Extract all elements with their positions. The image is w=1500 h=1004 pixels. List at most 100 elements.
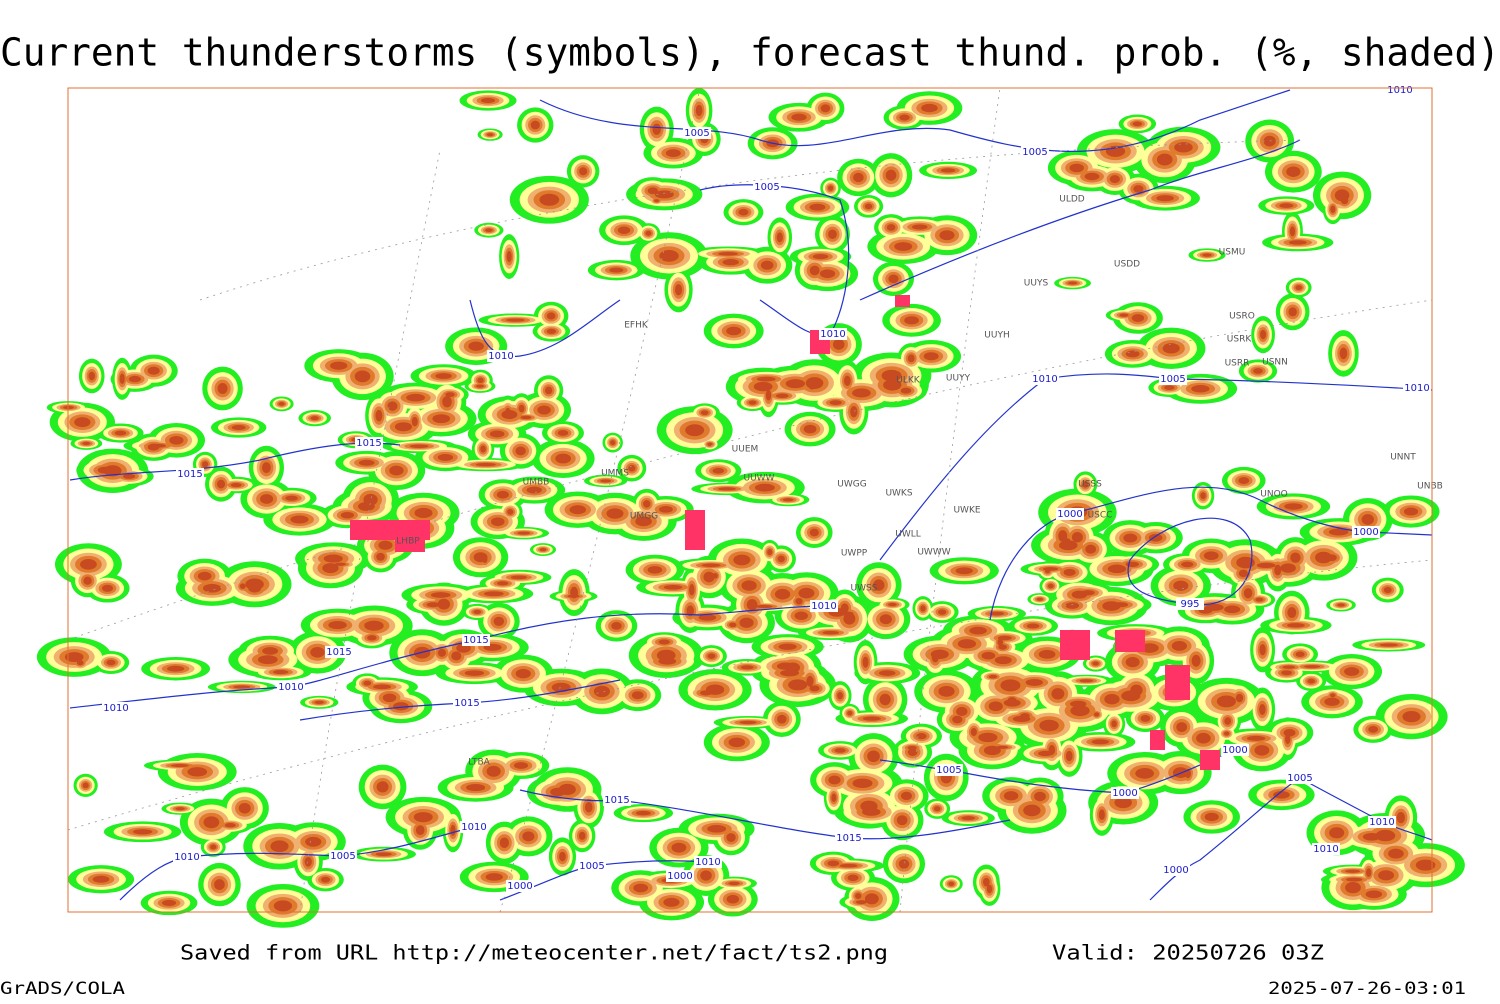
isobar <box>1127 517 1253 606</box>
shade-blob <box>435 373 452 379</box>
shade-blob <box>214 879 225 891</box>
isobar-label: 1000 <box>1112 788 1137 799</box>
isobar-label: 1000 <box>507 881 532 892</box>
station-code: UWKE <box>953 506 980 516</box>
station-code: UWLL <box>895 530 921 540</box>
shade-blob <box>1334 189 1350 202</box>
shade-blob <box>1092 661 1099 666</box>
shade-blob <box>496 490 509 499</box>
shade-blob <box>728 737 746 748</box>
station-code: ULDD <box>1059 195 1085 205</box>
shade-blob <box>791 113 807 121</box>
shade-blob <box>961 816 975 821</box>
shade-blob <box>610 440 616 446</box>
shade-blob <box>1328 528 1349 536</box>
shade-blob <box>1402 710 1421 723</box>
shade-blob <box>1034 791 1046 802</box>
shade-blob <box>537 405 551 415</box>
shade-blob <box>1290 552 1301 563</box>
isobar <box>469 299 621 358</box>
shade-blob <box>132 829 153 835</box>
isobar-label-box <box>1403 382 1431 394</box>
shade-blob <box>1238 477 1250 484</box>
shade-blob <box>415 825 425 836</box>
shade-blob <box>952 715 963 724</box>
thunderstorm-symbol <box>895 295 910 307</box>
shade-blob <box>1036 597 1043 601</box>
shade-blob <box>393 702 409 711</box>
isobar-label: 1010 <box>1369 817 1394 828</box>
isobar-label: 1010 <box>103 703 128 714</box>
shade-blob <box>1203 551 1219 561</box>
shade-blob <box>579 167 588 176</box>
shade-blob <box>363 493 378 506</box>
thunderstorm-symbol <box>1200 750 1220 770</box>
shade-blob <box>1148 533 1163 542</box>
shade-blob <box>933 806 941 812</box>
shade-blob <box>450 824 456 836</box>
shade-blob <box>983 877 990 887</box>
shade-blob <box>652 123 661 135</box>
shade-blob <box>1259 703 1266 715</box>
shade-blob <box>203 816 220 829</box>
shade-blob <box>445 392 455 398</box>
shade-blob <box>841 611 854 616</box>
isobar-label: 1010 <box>1404 383 1429 394</box>
shade-blob <box>969 626 987 635</box>
shade-blob <box>1079 679 1093 683</box>
shade-blob <box>853 172 864 183</box>
station-code: UWWW <box>917 548 950 558</box>
shade-blob <box>1047 583 1054 589</box>
isobar-label: 1000 <box>1353 527 1378 538</box>
shade-blob <box>606 508 624 519</box>
shade-blob <box>939 230 955 241</box>
shade-blob <box>828 775 841 785</box>
shade-blob <box>161 899 177 906</box>
shade-blob <box>1345 877 1363 882</box>
shade-blob <box>1174 142 1193 153</box>
thunderstorm-symbol <box>1165 665 1190 700</box>
shade-blob <box>777 555 785 563</box>
shade-blob <box>1224 731 1230 736</box>
shade-blob <box>829 400 842 405</box>
valid-time: Valid: 20250726 03Z <box>1052 941 1324 965</box>
shade-blob <box>1071 590 1088 599</box>
shade-blob <box>320 876 331 883</box>
shade-blob <box>551 682 571 693</box>
isobar-label-box <box>1056 508 1084 520</box>
shade-blob <box>1224 605 1241 614</box>
shade-blob <box>1286 166 1301 177</box>
shade-blob <box>570 586 578 599</box>
shade-blob <box>1339 347 1348 360</box>
isobar-label-box <box>1312 843 1340 855</box>
shade-blob <box>921 103 938 113</box>
shade-blob <box>1196 732 1211 744</box>
shade-blob <box>409 444 429 448</box>
shade-blob <box>539 193 560 206</box>
shade-blob <box>1091 739 1110 745</box>
shade-blob <box>1289 226 1296 237</box>
shade-blob <box>233 685 251 689</box>
thunderstorm-symbols <box>350 295 1220 770</box>
shade-blob <box>675 284 683 296</box>
shade-blob <box>707 653 716 659</box>
shade-blob <box>726 894 740 904</box>
shade-blob <box>80 559 97 570</box>
shade-blob <box>1280 563 1296 573</box>
shade-blob <box>920 605 926 612</box>
shade-blob <box>1368 726 1379 733</box>
shade-blob <box>1067 281 1078 285</box>
shade-blob <box>700 410 709 416</box>
shade-blob <box>373 684 392 690</box>
isobar-label-box <box>102 702 130 714</box>
shade-blob <box>363 680 372 686</box>
isobar-label-box <box>462 634 490 646</box>
shade-blob <box>885 169 897 181</box>
shade-blob <box>270 840 289 853</box>
shade-blob <box>740 665 754 670</box>
station-code: EFHK <box>624 321 649 331</box>
shade-blob <box>1071 532 1083 543</box>
shade-blob <box>310 416 319 421</box>
station-code: LTBA <box>468 758 490 768</box>
shade-blob <box>1288 307 1297 317</box>
